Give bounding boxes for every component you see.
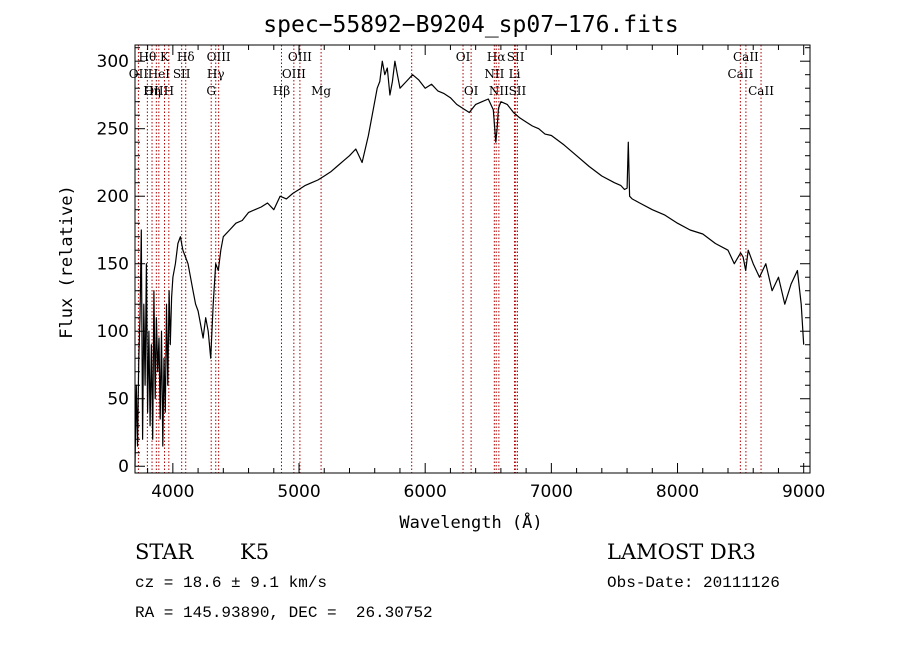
marker-label-13: OIII [282, 67, 306, 81]
marker-label-4: Hη [143, 84, 161, 98]
x-tick-label-6000: 6000 [404, 482, 447, 502]
marker-label-24: CaII [733, 50, 759, 64]
marker-label-12: OIII [288, 50, 312, 64]
axes: 4000 5000 6000 7000 8000 9000 0 50 100 150 200 250 3… [97, 44, 825, 502]
plot-frame [134, 44, 811, 474]
x-tick-label-7000: 7000 [530, 482, 573, 502]
y-axis-label: Flux (relative) [57, 185, 77, 339]
marker-label-20: NII [489, 84, 509, 98]
marker-label-11: G [206, 84, 216, 98]
chart-title: spec−55892−B9204_sp07−176.fits [263, 12, 678, 38]
marker-label-26: CaII [748, 84, 774, 98]
spectrum-line [134, 60, 805, 467]
marker-label-7: H [164, 84, 174, 98]
marker-label-25: CaII [727, 67, 753, 81]
y-tick-label-250: 250 [97, 120, 129, 140]
marker-label-15: Mg [311, 84, 331, 98]
marker-label-10: Hγ [207, 67, 225, 81]
redshift-cz: cz = 18.6 ± 9.1 km/s [135, 574, 328, 592]
y-tick-label-100: 100 [97, 322, 129, 342]
marker-label-23: SII [509, 84, 527, 98]
y-tick-label-50: 50 [107, 390, 129, 410]
y-tick-label-200: 200 [97, 187, 129, 207]
x-tick-label-5000: 5000 [277, 482, 320, 502]
marker-label-18: Hα [487, 50, 506, 64]
y-tick-label-150: 150 [97, 255, 129, 275]
marker-label-9: OIII [207, 50, 231, 64]
y-tick-label-300: 300 [97, 52, 129, 72]
ra-dec: RA = 145.93890, DEC = 26.30752 [135, 604, 433, 622]
object-class: STAR [135, 540, 194, 564]
x-axis-label: Wavelength (Å) [399, 511, 542, 533]
marker-label-1: OII [129, 67, 149, 81]
x-tick-label-4000: 4000 [151, 482, 194, 502]
marker-label-3: HeI [148, 67, 171, 81]
x-tick-label-9000: 9000 [782, 482, 825, 502]
x-tick-label-8000: 8000 [656, 482, 699, 502]
marker-label-8: Hδ [177, 50, 195, 64]
marker-label-5: K [160, 50, 170, 64]
observation-date: Obs-Date: 20111126 [607, 574, 780, 592]
marker-label-16: OI [456, 50, 471, 64]
marker-label-6: SII [173, 67, 191, 81]
y-tick-label-0: 0 [118, 457, 129, 477]
marker-label-2: OIII [144, 84, 168, 98]
marker-label-14: Hβ [273, 84, 290, 98]
object-subclass: K5 [240, 540, 270, 564]
marker-label-17: OI [464, 84, 479, 98]
marker-label-21: SII [507, 50, 525, 64]
plot-area [134, 60, 805, 467]
marker-label-22: Li [509, 67, 521, 81]
marker-label-19: NII [484, 67, 504, 81]
marker-label-0: Hθ [139, 50, 157, 64]
survey-name: LAMOST DR3 [607, 540, 756, 564]
